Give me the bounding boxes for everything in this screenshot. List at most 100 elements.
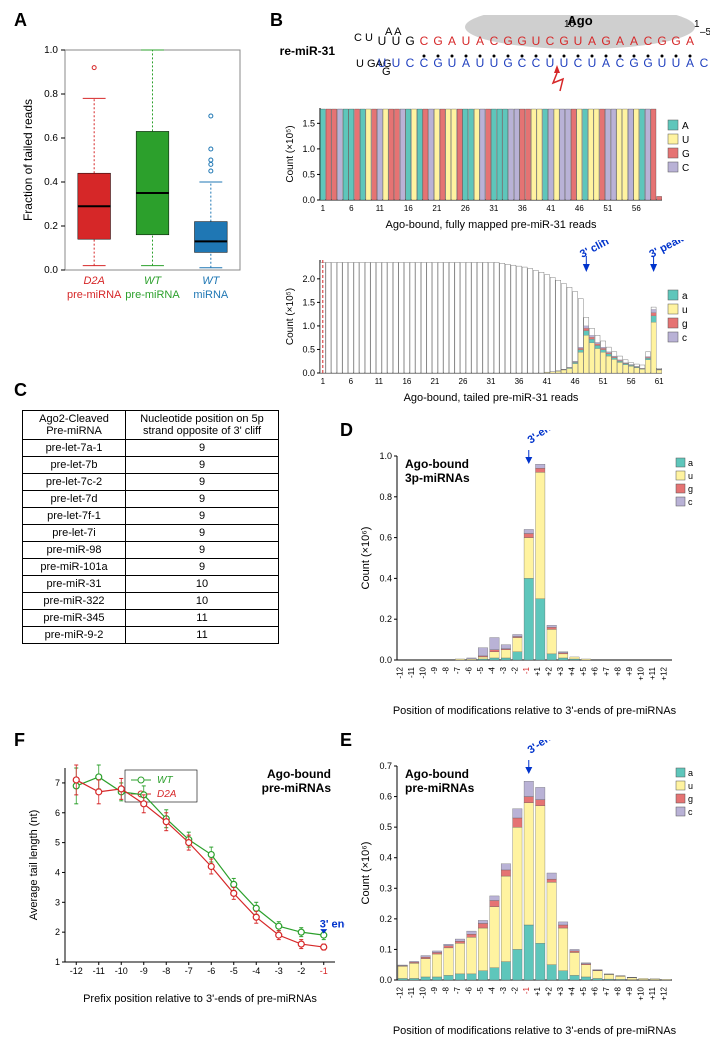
svg-text:6: 6 (55, 808, 60, 818)
svg-text:U: U (392, 56, 401, 70)
svg-text:11: 11 (375, 377, 384, 386)
svg-text:pre-miR-31: pre-miR-31 (280, 44, 335, 58)
svg-text:pre-miRNA: pre-miRNA (67, 289, 122, 301)
svg-text:-2: -2 (510, 666, 519, 674)
panel-C-table: Ago2-Cleaved Pre-miRNANucleotide positio… (22, 410, 279, 644)
panel-C-table-wrap: Ago2-Cleaved Pre-miRNANucleotide positio… (22, 410, 279, 644)
svg-text:Ago-bound, tailed pre-miR-31 r: Ago-bound, tailed pre-miR-31 reads (404, 392, 579, 404)
svg-text:a: a (688, 458, 693, 468)
svg-text:+5: +5 (579, 986, 588, 996)
table-row: pre-miR-9-211 (23, 627, 279, 644)
svg-text:-8: -8 (442, 666, 451, 674)
svg-text:G: G (643, 56, 652, 70)
svg-text:0.3: 0.3 (379, 883, 392, 893)
svg-text:C: C (532, 56, 541, 70)
svg-text:U: U (462, 34, 471, 48)
svg-text:41: 41 (546, 204, 555, 213)
svg-text:U: U (658, 56, 667, 70)
svg-text:C: C (490, 34, 499, 48)
svg-text:-5: -5 (476, 666, 485, 674)
svg-text:A A: A A (385, 26, 402, 38)
svg-text:u: u (688, 781, 693, 791)
svg-text:A: A (602, 56, 610, 70)
svg-text:-12: -12 (70, 966, 83, 976)
panel-E-chart: 0.00.10.20.30.40.50.60.7Count (×10⁶)Ago-… (355, 740, 710, 1040)
svg-text:3: 3 (55, 897, 60, 907)
svg-text:51: 51 (603, 204, 612, 213)
svg-text:+3: +3 (556, 986, 565, 996)
svg-text:Prefix position relative to 3': Prefix position relative to 3'-ends of p… (83, 993, 317, 1005)
svg-text:0.0: 0.0 (44, 265, 58, 276)
table-row: pre-let-7c-29 (23, 474, 279, 491)
svg-text:0.7: 0.7 (379, 761, 392, 771)
svg-text:1.5: 1.5 (302, 297, 315, 307)
svg-text:+12: +12 (659, 986, 668, 1000)
svg-text:3' cliff: 3' cliff (578, 240, 612, 261)
table-row: pre-let-7a-19 (23, 440, 279, 457)
table-row: pre-miR-989 (23, 542, 279, 559)
svg-text:-5: -5 (230, 966, 238, 976)
svg-text:2.0: 2.0 (302, 274, 315, 284)
svg-text:+2: +2 (545, 666, 554, 676)
panel-B-sequence: Agopre-miR-31AGGCAAGAUGCUGGCAUAGCGUUC UU… (280, 15, 710, 100)
svg-text:0.1: 0.1 (379, 944, 392, 954)
table-header: Ago2-Cleaved Pre-miRNA (23, 411, 126, 440)
svg-text:-11: -11 (407, 666, 416, 678)
svg-text:26: 26 (459, 377, 468, 386)
svg-text:G: G (405, 34, 414, 48)
svg-text:0.5: 0.5 (302, 169, 315, 179)
svg-text:1.0: 1.0 (44, 45, 58, 56)
svg-text:-10: -10 (419, 666, 428, 678)
svg-text:Count (×10⁵): Count (×10⁵) (285, 288, 296, 345)
svg-text:7: 7 (55, 778, 60, 788)
svg-text:-7: -7 (185, 966, 193, 976)
svg-text:G: G (629, 56, 638, 70)
svg-text:Position of modifications rela: Position of modifications relative to 3'… (393, 1025, 677, 1037)
svg-text:1: 1 (321, 204, 326, 213)
svg-text:-2: -2 (297, 966, 305, 976)
svg-text:G: G (517, 34, 526, 48)
svg-text:a: a (688, 768, 693, 778)
svg-text:Count (×10⁵): Count (×10⁵) (285, 125, 296, 182)
svg-text:-5: -5 (476, 986, 485, 994)
svg-text:36: 36 (515, 377, 524, 386)
svg-text:5: 5 (55, 838, 60, 848)
svg-text:+4: +4 (568, 986, 577, 996)
svg-text:31: 31 (487, 377, 496, 386)
svg-text:+2: +2 (545, 986, 554, 996)
svg-text:61: 61 (655, 377, 664, 386)
svg-text:G: G (433, 34, 442, 48)
svg-text:0.5: 0.5 (302, 344, 315, 354)
svg-text:-4: -4 (252, 966, 260, 976)
svg-text:Fraction of tailed reads: Fraction of tailed reads (21, 99, 35, 221)
svg-text:u: u (682, 305, 688, 316)
svg-text:U: U (532, 34, 541, 48)
svg-text:-3: -3 (499, 986, 508, 994)
table-row: pre-let-7i9 (23, 525, 279, 542)
svg-text:0.4: 0.4 (379, 853, 392, 863)
svg-text:U: U (672, 56, 681, 70)
svg-text:A: A (616, 34, 624, 48)
svg-text:3'-end: 3'-end (526, 740, 559, 756)
svg-text:+10: +10 (636, 666, 645, 680)
table-row: pre-miR-32210 (23, 593, 279, 610)
svg-text:-12: -12 (396, 986, 405, 998)
panel-A-boxplot: 0.00.20.40.60.81.0Fraction of tailed rea… (20, 40, 250, 320)
svg-text:C: C (420, 34, 429, 48)
svg-text:-9: -9 (140, 966, 148, 976)
svg-text:16: 16 (402, 377, 411, 386)
svg-text:0.4: 0.4 (44, 177, 58, 188)
svg-text:6: 6 (349, 204, 354, 213)
svg-text:c: c (688, 497, 693, 507)
svg-text:-8: -8 (442, 986, 451, 994)
svg-text:26: 26 (461, 204, 470, 213)
panel-F-label: F (14, 730, 25, 751)
svg-text:U: U (378, 56, 387, 70)
svg-text:A: A (630, 34, 638, 48)
panel-D-chart: 0.00.20.40.60.81.0Count (×10⁶)Ago-bound3… (355, 430, 710, 720)
svg-text:21: 21 (432, 204, 441, 213)
svg-text:Position of modifications rela: Position of modifications relative to 3'… (393, 705, 677, 717)
svg-text:0.8: 0.8 (379, 492, 392, 502)
svg-text:-2: -2 (510, 986, 519, 994)
svg-text:+11: +11 (648, 666, 657, 680)
